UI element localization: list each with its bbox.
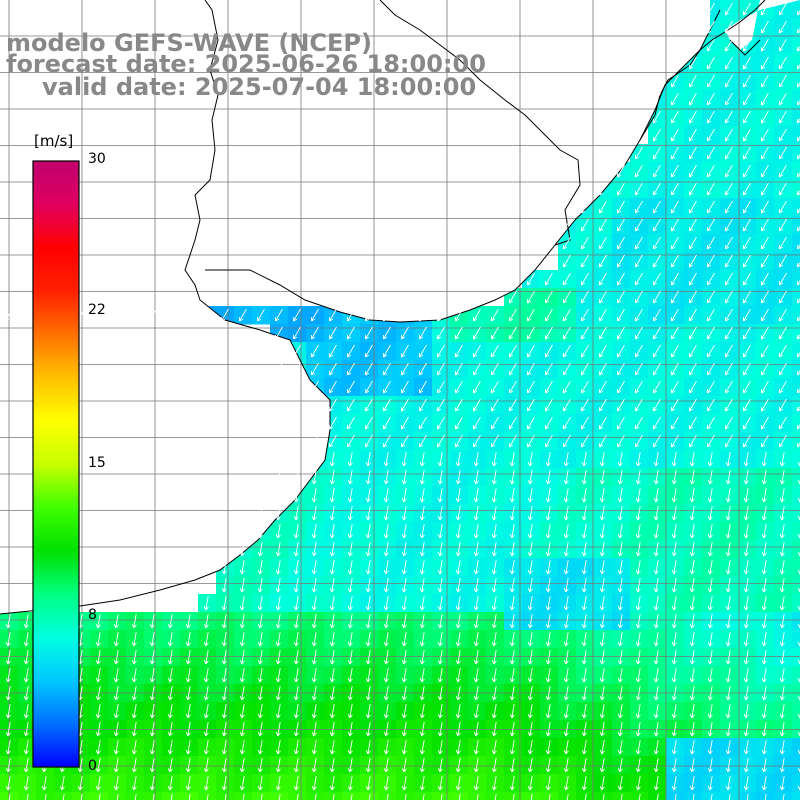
wind-cell: [792, 54, 800, 73]
wind-cell: [792, 504, 800, 523]
wind-cell: [792, 360, 800, 379]
wind-cell: [792, 432, 800, 451]
wind-cell: [792, 774, 800, 793]
wind-cell: [792, 450, 800, 469]
wind-cell: [792, 558, 800, 577]
wind-cell: [792, 306, 800, 325]
wind-cell: [792, 576, 800, 595]
wind-cell: [792, 756, 800, 775]
wind-cell: [792, 18, 800, 37]
colorbar-unit-label: [m/s]: [34, 132, 73, 150]
wind-cell: [792, 540, 800, 559]
wind-cell: [792, 468, 800, 487]
wind-cell: [792, 324, 800, 343]
colorbar-tick-22: 22: [88, 302, 106, 318]
title-valid-date: valid date: 2025-07-04 18:00:00: [42, 74, 476, 100]
wind-cell: [792, 702, 800, 721]
wind-cell: [792, 792, 800, 800]
wind-cell: [792, 486, 800, 505]
wind-cell: [792, 144, 800, 163]
wind-cell: [792, 288, 800, 307]
wind-cell: [792, 396, 800, 415]
wind-cell: [792, 126, 800, 145]
wind-cell: [792, 522, 800, 541]
wind-cell: [792, 630, 800, 649]
wind-cell: [792, 180, 800, 199]
wind-cell: [792, 648, 800, 667]
wind-cell: [792, 0, 800, 19]
wind-cell: [792, 612, 800, 631]
wind-cell: [792, 342, 800, 361]
wind-cell: [792, 378, 800, 397]
wind-cell: [792, 90, 800, 109]
wind-cell: [792, 108, 800, 127]
wind-cell: [792, 234, 800, 253]
colorbar-tick-0: 0: [88, 758, 97, 774]
wind-cell: [792, 162, 800, 181]
wind-cell: [792, 414, 800, 433]
colorbar: [33, 161, 79, 767]
wind-cell: [792, 72, 800, 91]
wind-cell: [792, 270, 800, 289]
colorbar-tick-30: 30: [88, 151, 106, 167]
wind-cell: [792, 198, 800, 217]
colorbar-tick-15: 15: [88, 455, 106, 471]
colorbar-tick-8: 8: [88, 607, 97, 623]
wind-cell: [792, 738, 800, 757]
wind-cell: [792, 594, 800, 613]
wind-cell: [792, 36, 800, 55]
wind-cell: [792, 666, 800, 685]
